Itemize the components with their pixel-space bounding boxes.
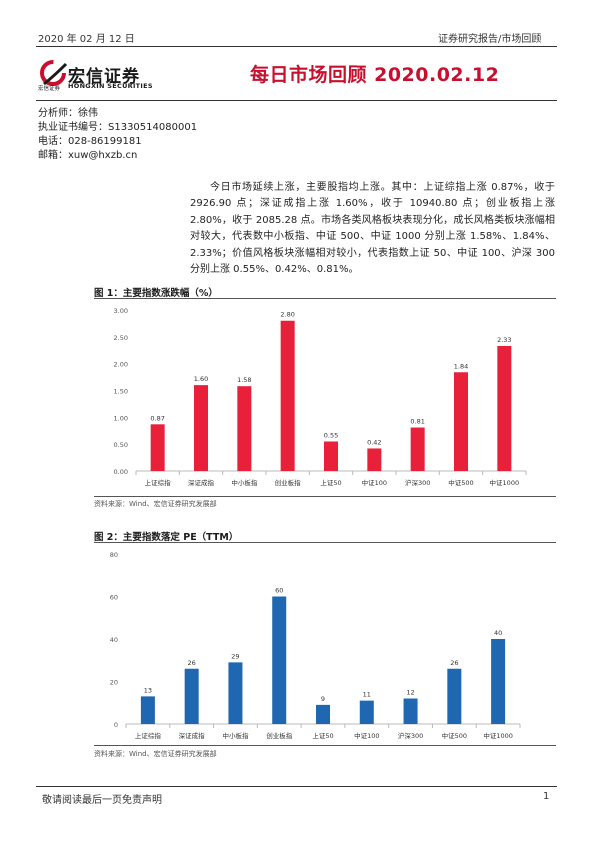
x-tick-label: 中证500 <box>448 478 473 487</box>
bar <box>316 704 330 724</box>
bar-value-label: 1.60 <box>194 375 208 383</box>
bar <box>491 639 506 724</box>
y-tick-label: 80 <box>110 551 118 559</box>
x-tick-label: 中证100 <box>362 478 387 487</box>
bar-value-label: 1.58 <box>237 376 251 384</box>
report-title: 每日市场回顾 2020.02.12 <box>250 64 500 86</box>
bar <box>454 372 468 471</box>
bar-value-label: 26 <box>450 659 458 667</box>
y-tick-label: 60 <box>110 594 118 602</box>
header-divider <box>36 46 557 47</box>
figure2-top-rule <box>94 542 556 543</box>
x-tick-label: 沪深300 <box>398 731 423 740</box>
report-category: 证券研究报告/市场回顾 <box>438 34 542 45</box>
y-tick-label: 3.00 <box>114 307 128 315</box>
y-tick-label: 0.50 <box>114 441 128 449</box>
y-tick-label: 0.00 <box>114 468 128 476</box>
bar <box>280 320 295 471</box>
page-number: 1 <box>543 791 550 802</box>
y-tick-label: 2.50 <box>114 334 128 342</box>
x-tick-label: 沪深300 <box>405 478 430 487</box>
company-name-small: 宏信证券 <box>38 86 61 92</box>
bar <box>140 696 155 724</box>
bar-value-label: 1.84 <box>454 362 468 370</box>
bar-value-label: 26 <box>188 659 196 667</box>
company-name-en: HONGXIN SECURITIES <box>68 82 153 90</box>
x-tick-label: 中证500 <box>442 731 467 740</box>
bar-value-label: 11 <box>363 691 371 699</box>
y-tick-label: 0 <box>114 721 118 729</box>
analyst-phone: 电话：028-86199181 <box>38 136 142 147</box>
x-tick-label: 上证50 <box>312 731 333 740</box>
analyst-license: 执业证书编号：S1330514080001 <box>38 122 198 133</box>
y-tick-label: 1.50 <box>114 388 128 396</box>
figure2-title: 图 2：主要指数落定 PE（TTM） <box>94 532 239 543</box>
bar <box>228 662 243 724</box>
bar-value-label: 0.55 <box>324 431 338 439</box>
bar-value-label: 40 <box>494 629 502 637</box>
figure1-title: 图 1：主要指数涨跌幅（%） <box>94 288 218 299</box>
bar-value-label: 0.81 <box>410 418 424 426</box>
y-tick-label: 40 <box>110 636 118 644</box>
bar <box>447 668 462 724</box>
y-tick-label: 20 <box>110 679 118 687</box>
figure1-source: 资料来源：Wind、宏信证券研究发展部 <box>94 500 217 508</box>
x-tick-label: 创业板指 <box>275 478 302 487</box>
figure1-bar-chart: 0.00 0.50 1.00 1.50 2.00 2.50 3.00 0.87 上证综指 1.60… <box>114 307 527 487</box>
x-tick-label: 深证成指 <box>179 731 206 740</box>
company-logo-icon <box>40 60 68 86</box>
analyst-email: 邮箱：xuw@hxzb.cn <box>38 150 138 161</box>
y-tick-label: 2.00 <box>114 361 128 369</box>
bar <box>184 668 199 724</box>
company-name-cn: 宏信证券 <box>68 67 140 87</box>
x-tick-label: 中证1000 <box>490 478 520 487</box>
x-tick-label: 中证1000 <box>483 731 513 740</box>
bar-value-label: 29 <box>231 652 239 660</box>
analyst-name: 分析师：徐伟 <box>38 108 98 119</box>
x-tick-label: 创业板指 <box>266 731 293 740</box>
bar-value-label: 9 <box>321 695 325 703</box>
bar-value-label: 60 <box>275 587 283 595</box>
bar <box>272 596 287 724</box>
x-tick-label: 上证综指 <box>145 478 172 487</box>
x-tick-label: 上证综指 <box>135 731 162 740</box>
x-tick-label: 中证100 <box>354 731 379 740</box>
figure2-source: 资料来源：Wind、宏信证券研究发展部 <box>94 750 217 758</box>
bar <box>194 385 208 471</box>
y-tick-label: 1.00 <box>114 414 128 422</box>
bar-value-label: 13 <box>144 686 152 694</box>
footer-disclaimer: 敬请阅读最后一页免责声明 <box>42 795 162 806</box>
bar <box>324 441 338 471</box>
bar-value-label: 12 <box>406 689 414 697</box>
bar <box>237 386 252 471</box>
bar-value-label: 2.80 <box>280 311 294 319</box>
bar <box>497 345 512 471</box>
x-tick-label: 中小板指 <box>231 478 257 487</box>
bar <box>410 427 425 471</box>
figure2-bar-chart: 0 20 40 60 80 13 上证综指 26 深证成指 29 中小板指 60 创业板指 9 上证50 11… <box>110 551 521 740</box>
report-date: 2020 年 02 月 12 日 <box>38 34 135 45</box>
title-divider <box>36 100 557 101</box>
figure1-bottom-rule <box>94 496 556 497</box>
bar <box>403 698 418 724</box>
bar-value-label: 0.42 <box>367 438 381 446</box>
x-tick-label: 上证50 <box>320 478 341 487</box>
bar <box>150 424 165 471</box>
footer-divider <box>36 786 557 787</box>
bar-value-label: 2.33 <box>497 336 511 344</box>
bar <box>367 448 382 471</box>
market-summary: 今日市场延续上涨，主要股指均上涨。其中：上证综指上涨 0.87%，收于 2926… <box>190 182 555 276</box>
bar <box>359 700 374 724</box>
figure2-bottom-rule <box>94 745 556 746</box>
x-tick-label: 深证成指 <box>188 478 215 487</box>
bar-value-label: 0.87 <box>150 414 164 422</box>
figure1-top-rule <box>94 298 556 299</box>
x-tick-label: 中小板指 <box>222 731 249 740</box>
